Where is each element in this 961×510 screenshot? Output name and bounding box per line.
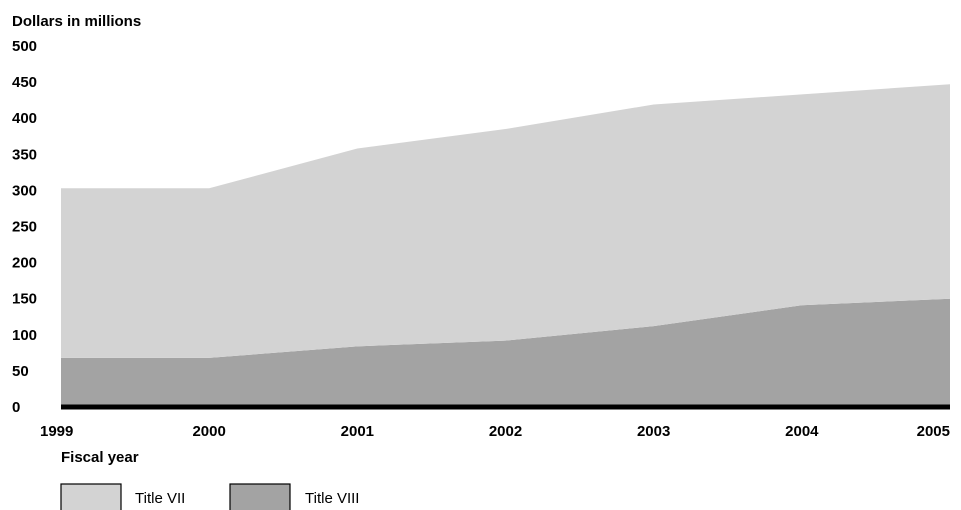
y-tick-label: 300 xyxy=(12,182,37,199)
area-title-vii xyxy=(61,84,950,358)
x-tick-label: 2000 xyxy=(192,423,225,440)
y-axis-title: Dollars in millions xyxy=(12,13,141,30)
legend-item-title-viii: Title VIII xyxy=(229,483,359,510)
y-tick-label: 500 xyxy=(12,38,37,55)
legend: Title VII Title VIII xyxy=(60,483,359,510)
x-tick-label: 2003 xyxy=(637,423,670,440)
legend-swatch-title-viii xyxy=(229,483,291,510)
y-tick-label: 200 xyxy=(12,255,37,272)
area-title-viii xyxy=(61,298,950,407)
x-tick-label: 2002 xyxy=(489,423,522,440)
x-tick-label: 1999 xyxy=(40,423,73,440)
y-tick-label: 250 xyxy=(12,219,37,236)
x-tick-label: 2005 xyxy=(917,423,950,440)
y-tick-label: 400 xyxy=(12,110,37,127)
areas-layer xyxy=(61,84,950,407)
y-tick-label: 350 xyxy=(12,146,37,163)
x-tick-label: 2004 xyxy=(785,423,819,440)
legend-label-title-vii: Title VII xyxy=(135,490,185,507)
x-axis-title: Fiscal year xyxy=(61,449,139,466)
y-tick-label: 150 xyxy=(12,291,37,308)
y-tick-label: 0 xyxy=(12,399,20,416)
y-tick-label: 100 xyxy=(12,327,37,344)
y-tick-label: 50 xyxy=(12,363,29,380)
legend-item-title-vii: Title VII xyxy=(60,483,185,510)
legend-swatch-title-vii xyxy=(60,483,122,510)
legend-label-title-viii: Title VIII xyxy=(305,490,359,507)
y-tick-labels: 0 50 100 150 200 250 300 350 400 450 500 xyxy=(12,38,37,416)
x-tick-label: 2001 xyxy=(341,423,374,440)
x-tick-labels: 1999 2000 2001 2002 2003 2004 2005 xyxy=(40,423,950,440)
y-tick-label: 450 xyxy=(12,74,37,91)
